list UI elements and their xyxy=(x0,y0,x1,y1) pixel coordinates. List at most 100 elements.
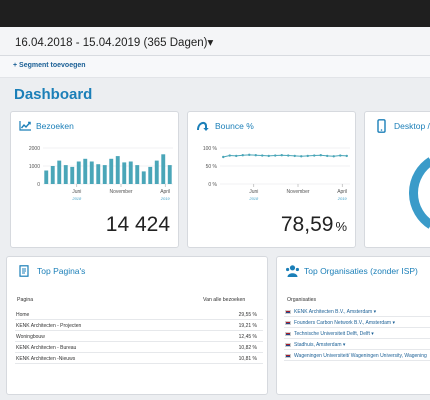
bar[interactable] xyxy=(109,158,114,184)
list-item[interactable]: Technische Universiteit Delft, Delft ▾ xyxy=(284,329,430,339)
list-item[interactable]: Founders Carbon Network B.V., Amsterdam … xyxy=(284,318,430,328)
top-bar xyxy=(0,0,430,27)
y-tick-label: 50 % xyxy=(206,164,218,170)
page-title: Dashboard xyxy=(14,86,93,103)
data-point[interactable] xyxy=(313,154,316,157)
x-tick-label: April xyxy=(337,189,347,195)
page-pct: 10,81 % xyxy=(238,356,257,362)
bar[interactable] xyxy=(57,160,62,184)
bar[interactable] xyxy=(96,164,101,184)
bar[interactable] xyxy=(161,154,166,184)
pages-col-visits: Van alle bezoeken xyxy=(203,297,246,303)
data-point[interactable] xyxy=(274,154,277,157)
segment-bar: + Segment toevoegen xyxy=(0,56,430,78)
data-point[interactable] xyxy=(235,154,238,158)
page-name: KENK Architecten -Nieuws xyxy=(16,356,76,362)
y-tick-label: 2000 xyxy=(29,146,40,152)
data-point[interactable] xyxy=(306,154,309,158)
page-pct: 19,21 % xyxy=(238,323,257,329)
bar[interactable] xyxy=(141,171,146,184)
page-pct: 10,82 % xyxy=(238,345,257,351)
data-point[interactable] xyxy=(332,155,335,158)
bar[interactable] xyxy=(154,160,159,184)
mobile-phone-icon xyxy=(377,119,386,133)
device-card-title: Desktop / xyxy=(394,121,430,131)
bar[interactable] xyxy=(89,161,94,185)
data-point[interactable] xyxy=(267,154,270,158)
data-point[interactable] xyxy=(248,153,251,157)
bar[interactable] xyxy=(128,161,133,185)
table-row[interactable]: KENK Architecten - Bureau 10,82 % xyxy=(15,343,263,353)
bar[interactable] xyxy=(83,158,88,184)
page-name: KENK Architecten - Bureau xyxy=(16,345,77,351)
data-point[interactable] xyxy=(287,154,290,157)
list-item[interactable]: Stadhuis, Amsterdam ▾ xyxy=(284,340,430,350)
data-point[interactable] xyxy=(222,155,225,159)
bar[interactable] xyxy=(50,166,55,184)
bar[interactable] xyxy=(70,166,75,184)
organisation-name: Stadhuis, Amsterdam ▾ xyxy=(294,342,346,348)
y-tick-label: 1000 xyxy=(29,164,40,170)
table-row[interactable]: Home 29,55 % xyxy=(15,310,263,320)
data-point[interactable] xyxy=(339,154,342,157)
page-name: Home xyxy=(16,312,30,318)
bar[interactable] xyxy=(102,165,107,184)
bounce-value: 78,59% xyxy=(281,213,347,237)
line-chart-icon xyxy=(19,121,31,131)
table-row[interactable]: KENK Architecten - Projecten 19,21 % xyxy=(15,321,263,331)
bounce-unit: % xyxy=(335,219,347,234)
data-point[interactable] xyxy=(228,154,231,157)
list-item[interactable]: Wageningen Universiteit/ Wageningen Univ… xyxy=(284,351,430,361)
device-card[interactable]: Desktop / xyxy=(364,111,430,248)
organisation-name: Wageningen Universiteit/ Wageningen Univ… xyxy=(294,353,427,359)
top-organisations-title: Top Organisaties (zonder ISP) xyxy=(304,266,418,276)
bar[interactable] xyxy=(115,156,120,184)
data-point[interactable] xyxy=(293,154,296,158)
top-pages-card[interactable]: Top Pagina's Pagina Van alle bezoeken Ho… xyxy=(6,256,268,395)
bar[interactable] xyxy=(76,161,81,185)
data-point[interactable] xyxy=(300,155,303,158)
x-year-label: 2018 xyxy=(248,196,259,201)
data-point[interactable] xyxy=(319,154,322,157)
organisations-col-header: Organisaties xyxy=(287,297,317,303)
list-item[interactable]: KENK Architecten B.V., Amsterdam ▾ xyxy=(284,307,430,317)
x-tick-label: Juni xyxy=(249,189,258,195)
data-point[interactable] xyxy=(280,154,283,157)
data-point[interactable] xyxy=(254,154,257,157)
netherlands-flag-icon xyxy=(285,354,291,358)
data-point[interactable] xyxy=(326,154,329,158)
bar[interactable] xyxy=(122,162,127,184)
top-organisations-card[interactable]: Top Organisaties (zonder ISP) Organisati… xyxy=(276,256,430,395)
netherlands-flag-icon xyxy=(285,343,291,347)
bounce-arrow-icon xyxy=(197,121,209,131)
x-year-label: 2019 xyxy=(337,196,348,201)
visits-card[interactable]: Bezoeken 2000 1000 0 Juni November April 2018… xyxy=(10,111,179,248)
visits-bar-chart: 2000 1000 0 Juni November April 2018 2019 xyxy=(29,146,173,201)
table-row[interactable]: Woningbouw 12,45 % xyxy=(15,332,263,342)
x-tick-label: November xyxy=(109,189,132,195)
netherlands-flag-icon xyxy=(285,321,291,325)
date-range-selector[interactable]: 16.04.2018 - 15.04.2019 (365 Dagen)▾ xyxy=(15,35,213,49)
people-icon xyxy=(286,265,299,277)
bar[interactable] xyxy=(167,165,172,184)
bounce-number: 78,59 xyxy=(280,213,334,236)
device-donut-chart xyxy=(409,157,430,229)
bar[interactable] xyxy=(148,166,153,184)
add-segment-button[interactable]: + Segment toevoegen xyxy=(13,62,86,69)
organisation-name: Founders Carbon Network B.V., Amsterdam … xyxy=(294,320,395,326)
organisation-name: Technische Universiteit Delft, Delft ▾ xyxy=(294,331,374,337)
data-point[interactable] xyxy=(261,154,264,157)
bar[interactable] xyxy=(135,165,140,184)
table-row[interactable]: KENK Architecten -Nieuws 10,81 % xyxy=(15,354,263,364)
bounce-card[interactable]: Bounce % 100 % 50 % 0 % Juni November April 2… xyxy=(187,111,356,248)
page-pct: 12,45 % xyxy=(238,334,257,340)
bounce-line-chart: 100 % 50 % 0 % Juni November April 2018 2019 xyxy=(203,146,350,201)
bar[interactable] xyxy=(44,170,49,185)
data-point[interactable] xyxy=(345,154,348,158)
date-range-bar: 16.04.2018 - 15.04.2019 (365 Dagen)▾ xyxy=(0,27,430,56)
data-point[interactable] xyxy=(241,154,244,157)
bar[interactable] xyxy=(63,165,68,184)
page-pct: 29,55 % xyxy=(238,312,257,318)
x-tick-label: November xyxy=(286,189,309,195)
y-tick-label: 0 xyxy=(37,182,40,188)
